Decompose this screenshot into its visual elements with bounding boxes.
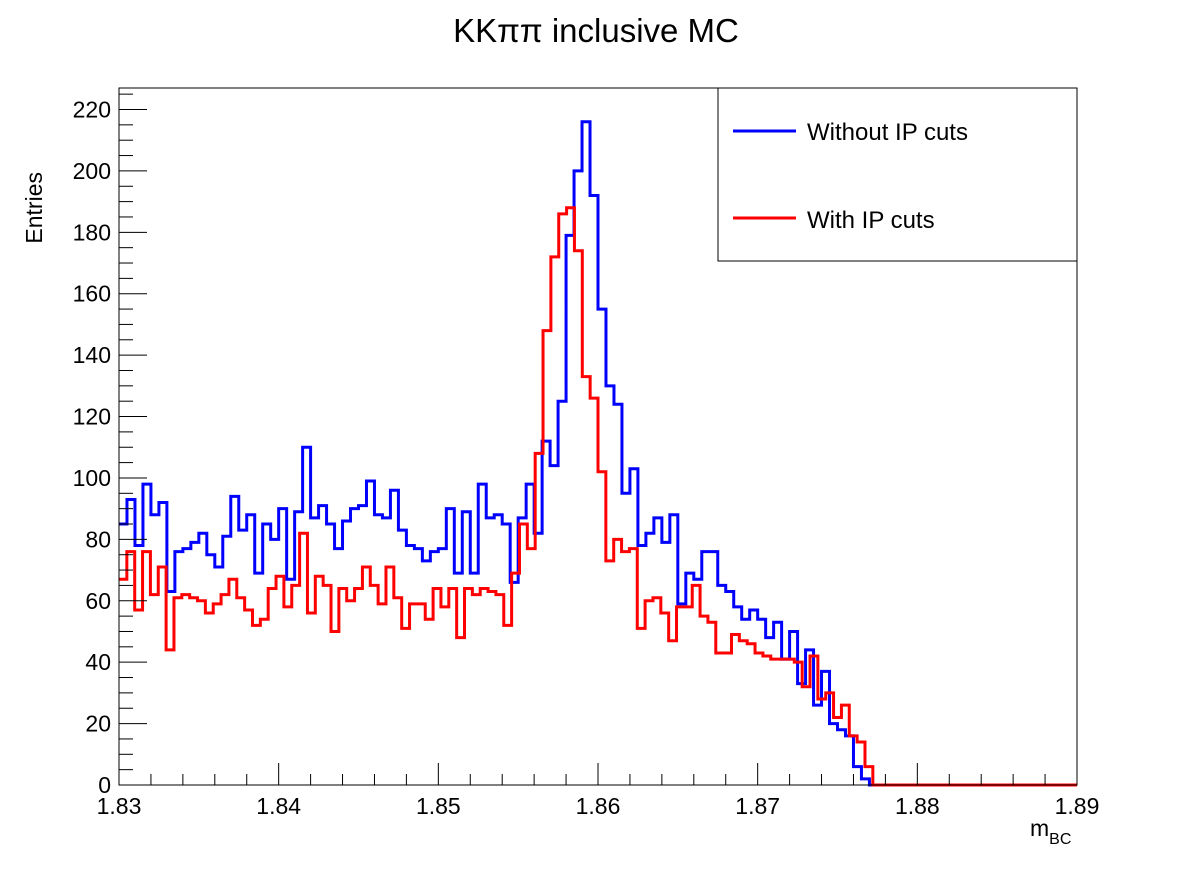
x-tick-label: 1.84 xyxy=(256,793,301,819)
legend-box xyxy=(717,87,1078,262)
x-axis-label: mBC xyxy=(1030,815,1071,848)
x-tick-label: 1.83 xyxy=(97,793,142,819)
y-tick-label: 140 xyxy=(73,342,111,368)
legend-label-with-ip: With IP cuts xyxy=(807,207,935,234)
y-tick-label: 0 xyxy=(98,772,111,798)
x-tick-label: 1.85 xyxy=(416,793,461,819)
y-tick-label: 160 xyxy=(73,281,111,307)
chart-title: KKππ inclusive MC xyxy=(453,12,739,49)
x-axis-label-subscript: BC xyxy=(1049,831,1071,848)
x-axis-label-main: m xyxy=(1030,815,1049,841)
y-tick-label: 40 xyxy=(85,649,111,675)
series-layer xyxy=(119,120,1077,787)
legend-label-without-ip: Without IP cuts xyxy=(807,119,968,146)
legend: Without IP cuts With IP cuts xyxy=(717,87,1078,262)
y-tick-label: 60 xyxy=(85,588,111,614)
y-tick-label: 220 xyxy=(73,96,111,122)
y-tick-label: 80 xyxy=(85,526,111,552)
x-tick-label: 1.87 xyxy=(735,793,780,819)
x-tick-label: 1.89 xyxy=(1055,793,1100,819)
y-axis-label: Entries xyxy=(21,172,47,244)
series-line-without-ip-cuts xyxy=(119,120,1077,787)
x-tick-label: 1.88 xyxy=(895,793,940,819)
y-tick-label: 200 xyxy=(73,158,111,184)
x-tick-label: 1.86 xyxy=(576,793,621,819)
plot-frame xyxy=(118,87,1078,786)
series-line-with-ip-cuts xyxy=(119,206,1077,787)
y-tick-label: 120 xyxy=(73,404,111,430)
y-tick-label: 100 xyxy=(73,465,111,491)
y-tick-label: 180 xyxy=(73,219,111,245)
y-tick-label: 20 xyxy=(85,711,111,737)
axis-layer: 1.83 1.84 1.85 1.86 1.87 1.88 1.89 0 20 40 60 80 100… xyxy=(73,93,1100,819)
